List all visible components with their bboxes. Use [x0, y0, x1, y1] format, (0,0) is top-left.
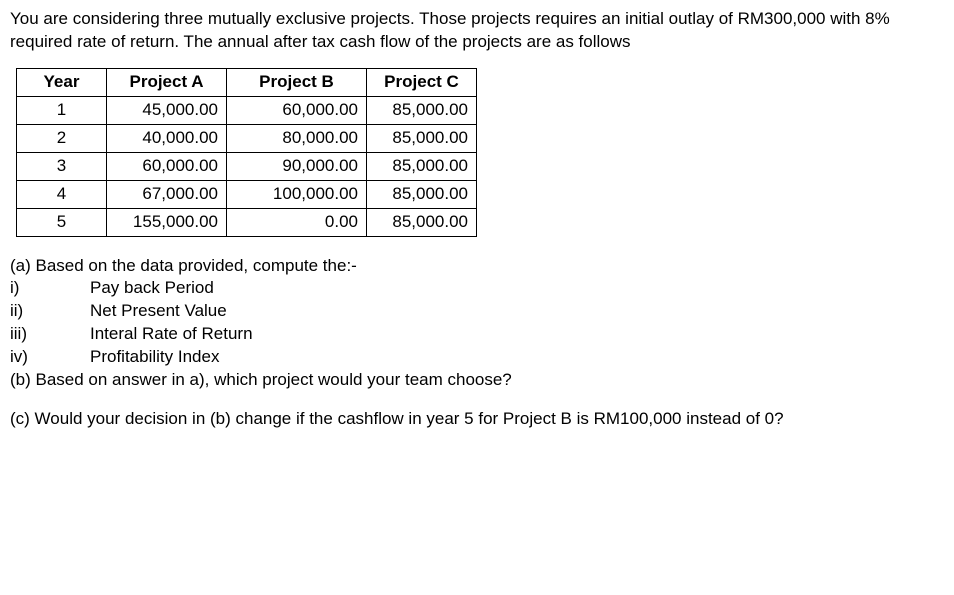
- cell-project-a: 40,000.00: [107, 124, 227, 152]
- subitem-marker: iv): [10, 346, 90, 369]
- cell-project-c: 85,000.00: [367, 96, 477, 124]
- table-row: 1 45,000.00 60,000.00 85,000.00: [17, 96, 477, 124]
- subitem: iv) Profitability Index: [10, 346, 944, 369]
- cell-project-b: 80,000.00: [227, 124, 367, 152]
- cell-year: 3: [17, 152, 107, 180]
- cell-year: 2: [17, 124, 107, 152]
- subitem: i) Pay back Period: [10, 277, 944, 300]
- table-row: 2 40,000.00 80,000.00 85,000.00: [17, 124, 477, 152]
- subitem: ii) Net Present Value: [10, 300, 944, 323]
- subitem-marker: ii): [10, 300, 90, 323]
- cell-year: 4: [17, 180, 107, 208]
- subitem-text: Net Present Value: [90, 300, 944, 323]
- cell-project-a: 67,000.00: [107, 180, 227, 208]
- intro-paragraph: You are considering three mutually exclu…: [10, 8, 944, 54]
- subitem-text: Interal Rate of Return: [90, 323, 944, 346]
- table-header-row: Year Project A Project B Project C: [17, 68, 477, 96]
- subitem-marker: i): [10, 277, 90, 300]
- question-a: (a) Based on the data provided, compute …: [10, 255, 944, 393]
- subitem: iii) Interal Rate of Return: [10, 323, 944, 346]
- cell-project-c: 85,000.00: [367, 208, 477, 236]
- cell-project-a: 45,000.00: [107, 96, 227, 124]
- cell-year: 5: [17, 208, 107, 236]
- question-a-lead: (a) Based on the data provided, compute …: [10, 255, 944, 278]
- cell-project-b: 90,000.00: [227, 152, 367, 180]
- table-row: 5 155,000.00 0.00 85,000.00: [17, 208, 477, 236]
- header-project-a: Project A: [107, 68, 227, 96]
- cell-project-b: 100,000.00: [227, 180, 367, 208]
- cashflow-table: Year Project A Project B Project C 1 45,…: [16, 68, 477, 237]
- header-project-b: Project B: [227, 68, 367, 96]
- cell-project-a: 60,000.00: [107, 152, 227, 180]
- subitem-marker: iii): [10, 323, 90, 346]
- table-row: 3 60,000.00 90,000.00 85,000.00: [17, 152, 477, 180]
- subitem-text: Profitability Index: [90, 346, 944, 369]
- cell-project-c: 85,000.00: [367, 124, 477, 152]
- question-c: (c) Would your decision in (b) change if…: [10, 408, 930, 431]
- cell-project-c: 85,000.00: [367, 152, 477, 180]
- cell-project-a: 155,000.00: [107, 208, 227, 236]
- cell-project-c: 85,000.00: [367, 180, 477, 208]
- cell-project-b: 60,000.00: [227, 96, 367, 124]
- cell-project-b: 0.00: [227, 208, 367, 236]
- cell-year: 1: [17, 96, 107, 124]
- subitem-text: Pay back Period: [90, 277, 944, 300]
- table-row: 4 67,000.00 100,000.00 85,000.00: [17, 180, 477, 208]
- question-b: (b) Based on answer in a), which project…: [10, 369, 530, 392]
- header-year: Year: [17, 68, 107, 96]
- header-project-c: Project C: [367, 68, 477, 96]
